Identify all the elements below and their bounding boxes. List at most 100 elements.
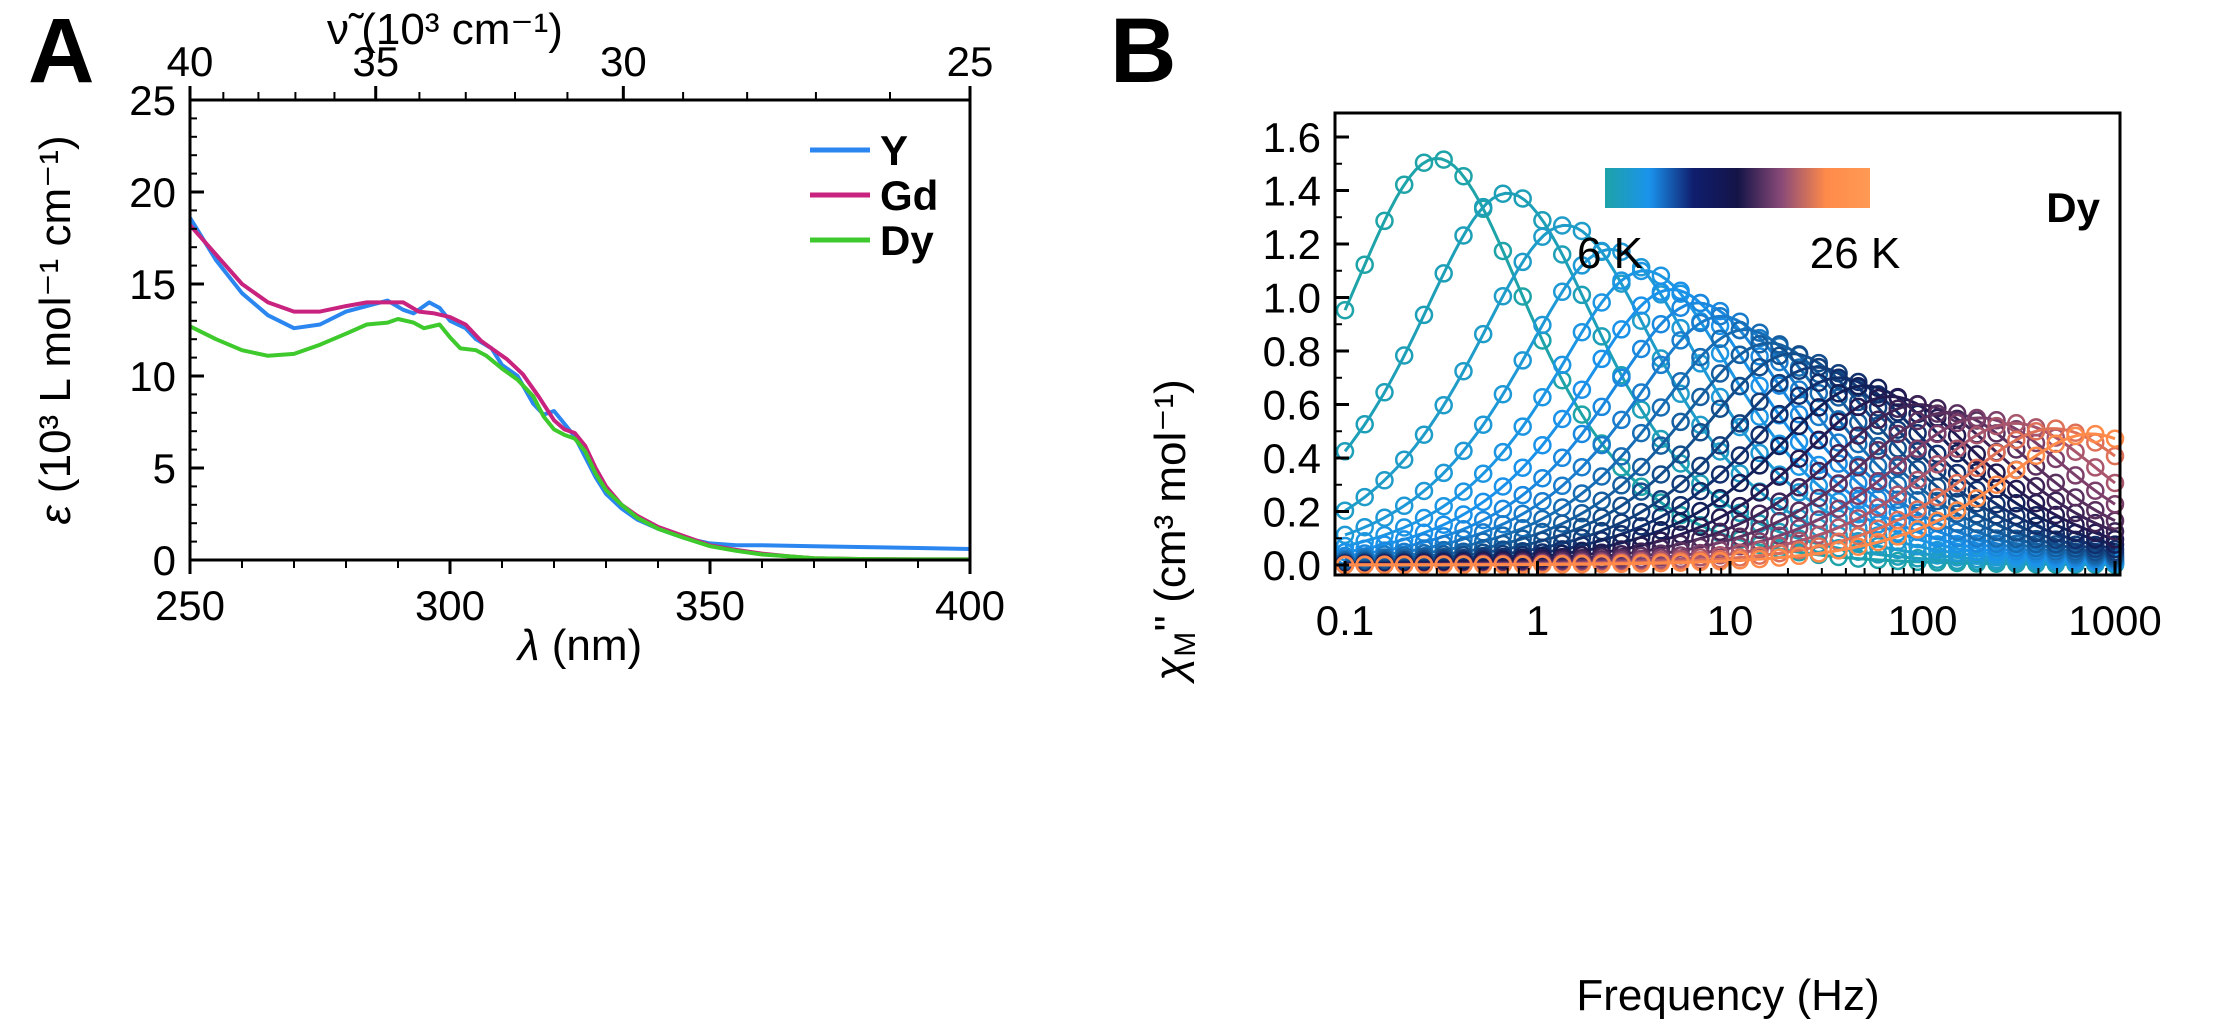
series-line-dy xyxy=(189,317,970,562)
panel-b-label: B xyxy=(1110,0,1176,102)
data-point xyxy=(1355,517,1374,537)
data-point xyxy=(2026,446,2046,466)
data-point xyxy=(1454,226,1473,245)
data-point xyxy=(2026,422,2046,441)
data-point xyxy=(1908,439,1927,459)
data-point xyxy=(1849,376,1868,396)
data-point xyxy=(1789,416,1809,436)
data-point xyxy=(1829,499,1848,518)
data-point xyxy=(2046,530,2066,549)
data-point xyxy=(1750,483,1769,502)
data-point xyxy=(1967,458,1987,478)
data-point xyxy=(1888,527,1908,546)
data-point xyxy=(1533,509,1552,529)
data-point xyxy=(1572,285,1592,305)
data-point xyxy=(1651,553,1671,573)
data-point xyxy=(1592,241,1611,261)
data-point xyxy=(1710,489,1730,508)
top-tick-label: 35 xyxy=(352,38,399,85)
data-point xyxy=(1928,487,1947,507)
data-point xyxy=(1612,554,1631,574)
data-point xyxy=(1967,489,1987,508)
data-point xyxy=(1651,282,1671,301)
data-point xyxy=(1868,471,1888,491)
data-point xyxy=(1631,482,1651,501)
data-point xyxy=(1750,443,1769,463)
data-point xyxy=(1829,454,1848,473)
data-point xyxy=(2007,419,2026,439)
data-point xyxy=(1908,500,1927,519)
data-point xyxy=(1849,537,1868,556)
data-point xyxy=(1533,468,1552,488)
data-point xyxy=(1394,346,1414,365)
panel-b-x-ticks: 0.1 1 10 100 1000 xyxy=(1316,561,2162,644)
data-point xyxy=(2046,515,2066,535)
data-point xyxy=(1473,197,1493,217)
data-point xyxy=(1394,175,1414,194)
data-point xyxy=(1454,361,1473,381)
data-point xyxy=(1710,508,1730,527)
data-point xyxy=(1908,549,1927,568)
data-point xyxy=(1493,514,1513,534)
data-point xyxy=(1730,514,1750,533)
data-point xyxy=(1631,502,1651,522)
data-point xyxy=(1454,505,1473,524)
top-tick-label: 40 xyxy=(167,38,214,85)
data-point xyxy=(1572,555,1592,574)
data-point xyxy=(2046,535,2066,554)
data-point xyxy=(1612,458,1631,477)
data-point xyxy=(1513,555,1532,574)
data-point xyxy=(1513,417,1532,436)
data-point xyxy=(1750,549,1769,569)
fit-line xyxy=(1344,223,2116,566)
data-point xyxy=(1651,465,1671,484)
data-point xyxy=(2086,458,2105,477)
data-point xyxy=(1710,329,1730,349)
data-point xyxy=(1434,515,1453,534)
panel-b-series xyxy=(1335,150,2125,575)
data-point xyxy=(1434,264,1453,283)
data-point xyxy=(1710,364,1730,383)
data-point xyxy=(1572,517,1592,537)
data-point xyxy=(1592,293,1611,312)
data-point xyxy=(1789,519,1809,538)
data-point xyxy=(1671,553,1690,572)
data-point xyxy=(1770,373,1789,393)
data-point xyxy=(1552,409,1572,429)
x-tick-label: 400 xyxy=(935,582,1005,629)
panel-a-label: A xyxy=(28,0,94,102)
data-point xyxy=(1691,387,1710,407)
panel-b-y-axis-label: χM'' (cm³ mol⁻¹) xyxy=(1146,379,1202,685)
data-point xyxy=(1691,347,1710,367)
data-point xyxy=(1612,476,1631,495)
data-point xyxy=(1651,314,1671,334)
data-point xyxy=(1710,465,1730,484)
data-point xyxy=(1691,423,1710,442)
data-point xyxy=(1789,540,1809,560)
data-point xyxy=(1375,555,1394,575)
data-point xyxy=(1750,335,1769,354)
series-line-gd xyxy=(188,223,970,562)
data-point xyxy=(1829,384,1848,403)
data-point xyxy=(1473,324,1493,344)
fit-line xyxy=(1344,314,2116,562)
data-point xyxy=(1789,361,1809,380)
data-point xyxy=(1572,405,1592,424)
data-point xyxy=(1829,444,1848,463)
data-point xyxy=(1967,534,1987,553)
data-point xyxy=(2086,523,2105,543)
legend-label-dy: Dy xyxy=(880,217,934,264)
fit-line xyxy=(1344,301,2116,563)
data-point xyxy=(1631,554,1651,573)
fit-line xyxy=(1344,341,2116,564)
data-point xyxy=(1809,398,1829,417)
data-point xyxy=(1651,507,1671,527)
data-point xyxy=(1552,216,1572,235)
data-point xyxy=(1552,448,1572,468)
data-point xyxy=(1533,315,1552,335)
data-point xyxy=(1829,541,1848,560)
data-point xyxy=(1809,383,1829,403)
series-14K xyxy=(1335,320,2125,570)
data-point xyxy=(1750,392,1769,411)
data-point xyxy=(1473,510,1493,530)
